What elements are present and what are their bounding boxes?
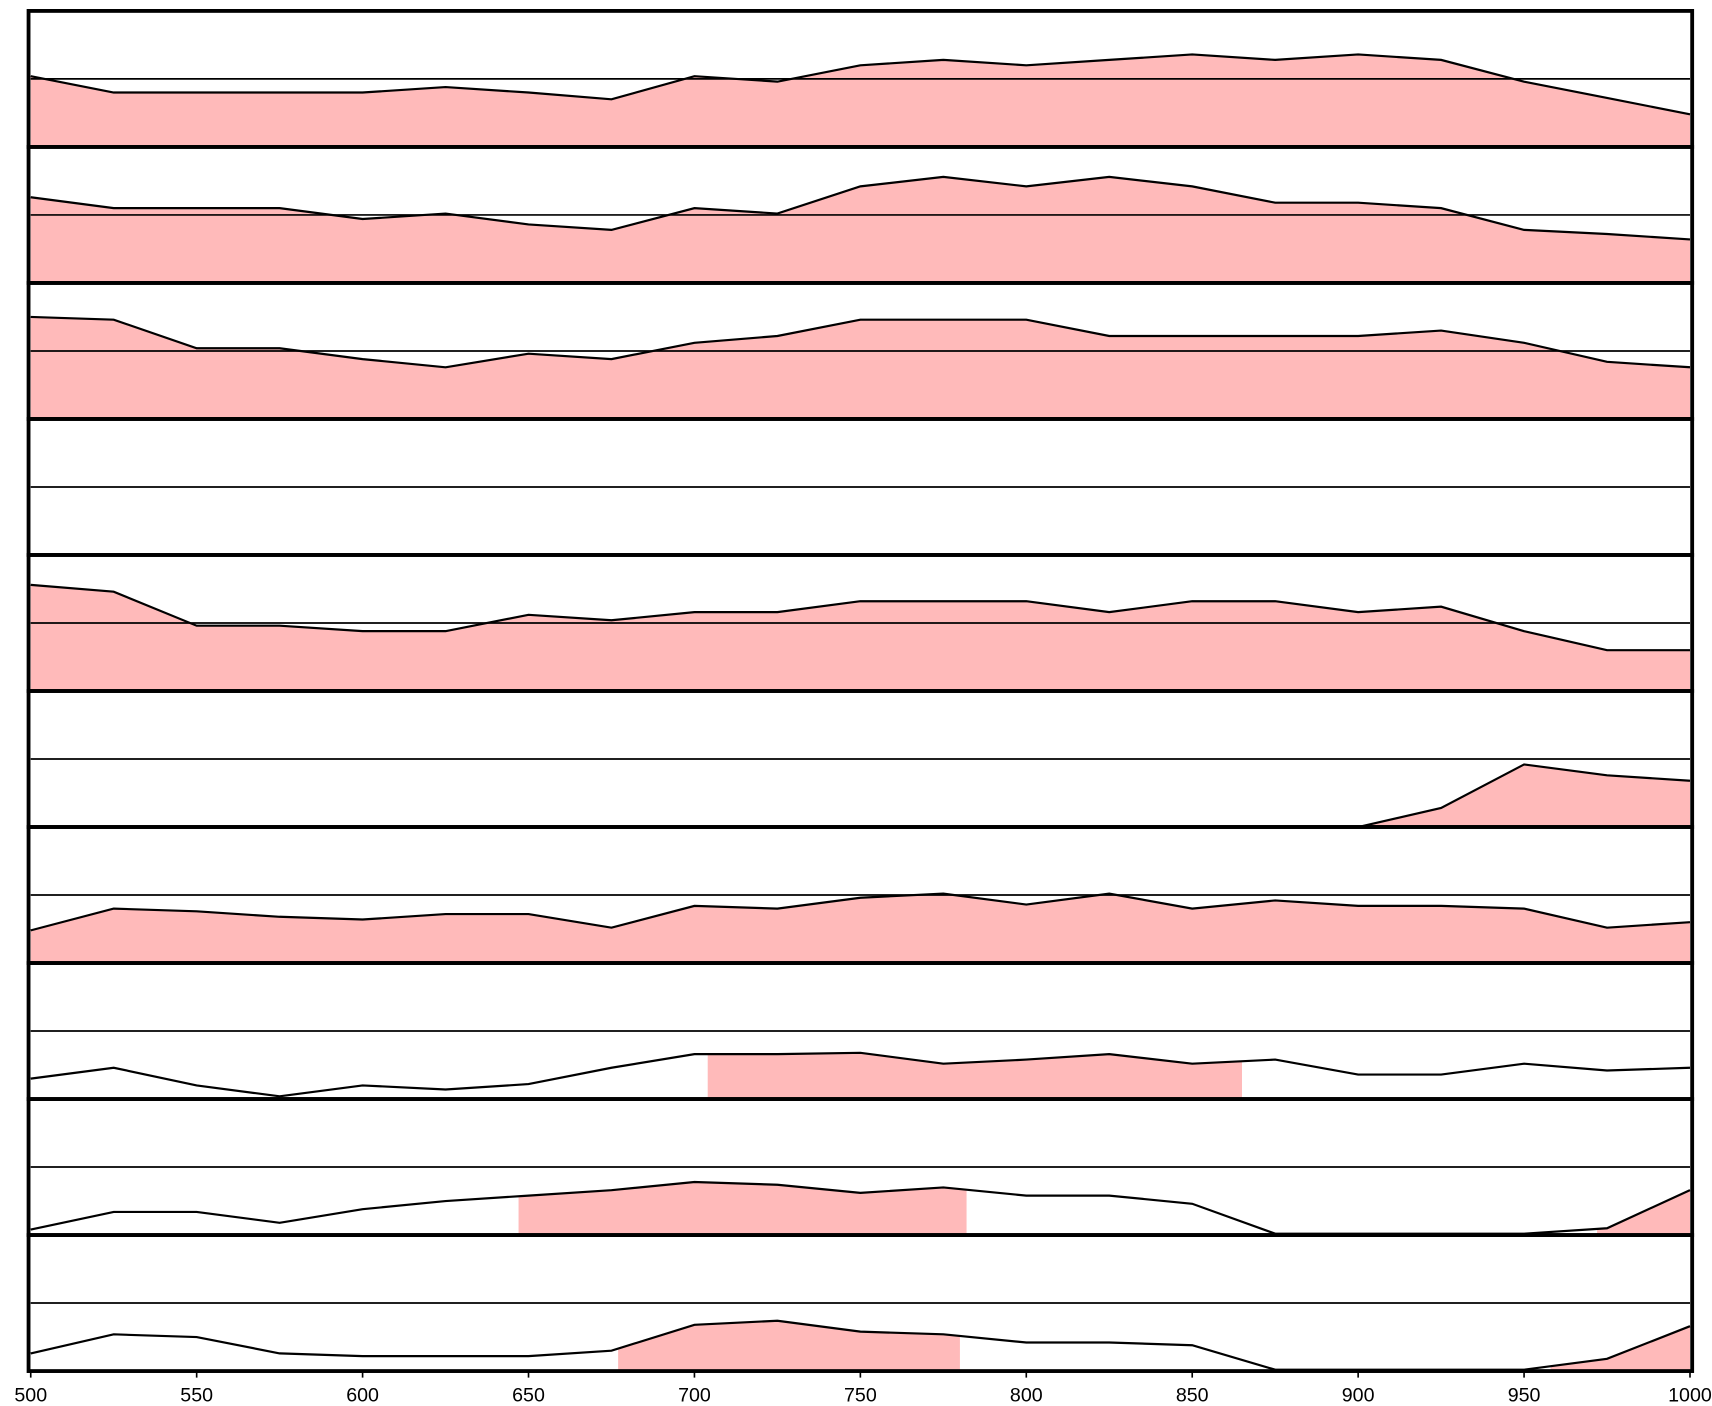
- x-tick-label: 900: [1342, 1385, 1375, 1406]
- profile-line: [30, 1051, 1691, 1098]
- x-tick-label: 700: [678, 1385, 711, 1406]
- profile-line: [30, 315, 1691, 369]
- area-fill: [618, 1320, 960, 1372]
- x-tick-label: 950: [1508, 1385, 1541, 1406]
- x-tick-label: 800: [1010, 1385, 1043, 1406]
- area-fill: [30, 176, 1690, 283]
- x-tick-label: 1000: [1668, 1385, 1712, 1406]
- x-tick-label: 650: [512, 1385, 545, 1406]
- x-tick-label: 500: [14, 1385, 47, 1406]
- profile-line: [30, 583, 1690, 652]
- area-fill: [518, 1182, 967, 1236]
- profile-line: [30, 892, 1691, 932]
- area-fill: [707, 1052, 1242, 1100]
- area-fill: [30, 316, 1690, 419]
- x-tick-label: 550: [180, 1385, 213, 1406]
- x-tick-label: 600: [346, 1385, 379, 1406]
- area-fill: [30, 893, 1690, 964]
- profile-line: [30, 53, 1691, 116]
- area-fill: [1550, 1326, 1690, 1372]
- x-tick-label: 750: [844, 1385, 877, 1406]
- x-tick-label: 850: [1176, 1385, 1209, 1406]
- area-fill: [30, 54, 1690, 147]
- profile-line: [30, 175, 1691, 241]
- area-fill: [30, 584, 1690, 691]
